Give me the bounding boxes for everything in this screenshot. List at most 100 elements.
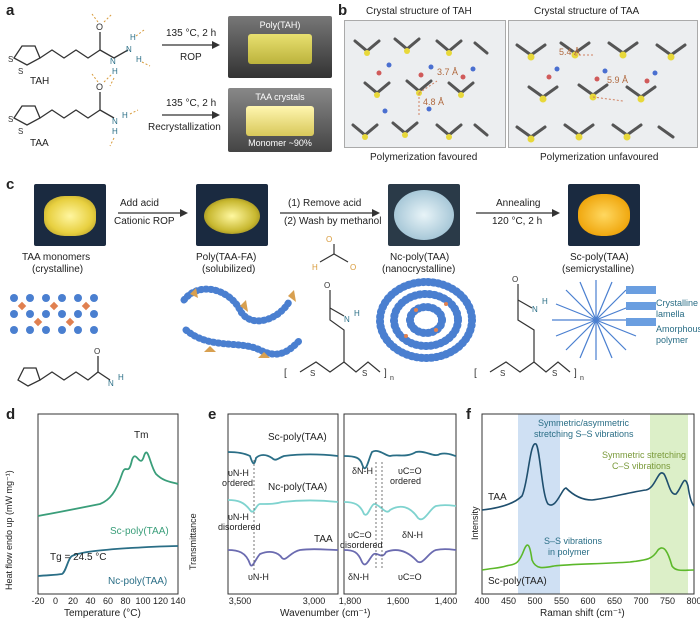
svg-text:H: H xyxy=(112,127,118,136)
dsc-series2: Nc-poly(TAA) xyxy=(108,576,168,587)
polymer-backbone-2 xyxy=(489,284,571,373)
item4-line2: (semicrystalline) xyxy=(562,264,635,275)
svg-text:]: ] xyxy=(574,368,577,379)
ann5: υC=O xyxy=(398,466,422,476)
panel-f-label: f xyxy=(466,406,471,423)
panel-a-label: a xyxy=(6,2,15,19)
dsc-ylabel-wrap: Heat flow endo up (mW mg⁻¹) xyxy=(4,430,20,590)
crystal-title-left: Crystal structure of TAH xyxy=(366,6,472,17)
ann3: υN-H xyxy=(248,572,269,582)
panel-c-label: c xyxy=(6,176,15,193)
caption-right: Polymerization unfavoured xyxy=(540,152,659,163)
sc-poly-sample xyxy=(578,194,630,236)
nc-poly-sample xyxy=(394,190,454,240)
step2-top: (1) Remove acid xyxy=(288,198,362,209)
ftir-ylabel: Transmittance xyxy=(188,513,198,570)
svg-text:O: O xyxy=(326,235,332,244)
raman-xtick: 650 xyxy=(606,596,623,606)
raman-xtick: 750 xyxy=(659,596,676,606)
svg-text:H: H xyxy=(112,67,118,76)
crystal-tah-image: 3.7 Å 4.8 Å xyxy=(344,20,506,148)
ann5b: ordered xyxy=(390,476,422,486)
solubilized-chains xyxy=(180,285,304,358)
ann2: υN-H xyxy=(228,512,249,522)
raman-xtick: 450 xyxy=(500,596,517,606)
svg-text:S: S xyxy=(8,115,13,124)
arrow2-top: 135 °C, 2 h xyxy=(166,98,217,109)
panel-d-label: d xyxy=(6,406,16,423)
poly-taa-fa-photo xyxy=(196,184,268,246)
dsc-xtick: 100 xyxy=(135,596,151,606)
item3-line2: (nanocrystalline) xyxy=(382,264,456,275)
item1-line1: TAA monomers xyxy=(22,252,91,263)
dsc-ylabel: Heat flow endo up (mW mg⁻¹) xyxy=(4,470,14,590)
tg-label: Tg = 24.5 °C xyxy=(50,552,107,563)
svg-text:O: O xyxy=(512,275,518,284)
lamella-blocks xyxy=(626,286,656,326)
raman-xtick: 600 xyxy=(580,596,596,606)
dsc-xtick: 60 xyxy=(102,596,113,606)
svg-text:H: H xyxy=(354,309,360,318)
svg-text:O: O xyxy=(96,82,103,92)
step3-top: Annealing xyxy=(496,198,541,209)
taa-crystals-sample xyxy=(246,106,314,136)
sc-poly-dsc-curve xyxy=(37,451,179,517)
ftir-ylabel-wrap: Transmittance xyxy=(188,430,204,580)
svg-text:H: H xyxy=(136,55,142,64)
svg-text:O: O xyxy=(94,347,100,356)
svg-text:S: S xyxy=(18,67,23,76)
crystal-tah-lattice xyxy=(351,37,489,140)
svg-text:O: O xyxy=(324,281,330,290)
svg-text:H: H xyxy=(130,33,136,42)
ann1b: ordered xyxy=(222,478,254,488)
taa-monomer-sample xyxy=(44,196,96,236)
panel-a-structures: S S O N N H H H S S O N H H xyxy=(8,13,220,147)
raman-frame xyxy=(481,413,695,595)
ftir-series1: Sc-poly(TAA) xyxy=(268,432,327,443)
amorphous-label2: polymer xyxy=(656,335,689,345)
step3-bottom: 120 °C, 2 h xyxy=(492,216,543,227)
svg-text:H: H xyxy=(542,297,548,306)
poly-taa-fa-sample xyxy=(204,198,260,234)
svg-text:S: S xyxy=(552,369,557,378)
raman-xtick: 400 xyxy=(474,596,490,606)
raman-ylabel: Intensity xyxy=(470,506,480,540)
dsc-xtick: -20 xyxy=(31,596,45,606)
dsc-xtick: 40 xyxy=(85,596,96,606)
step1-top: Add acid xyxy=(120,198,159,209)
dsc-xtick: 120 xyxy=(152,596,169,606)
ann6: υC=O xyxy=(348,530,372,540)
raman-ylabel-wrap: Intensity xyxy=(470,430,486,580)
spherulite xyxy=(552,280,640,360)
dist-left2: 4.8 Å xyxy=(423,97,445,107)
svg-text:S: S xyxy=(18,127,23,136)
caption-left: Polymerization favoured xyxy=(370,152,478,163)
taa-ftir-right xyxy=(343,548,457,566)
ann1: υN-H xyxy=(228,468,249,478)
raman-xlabel: Raman shift (cm⁻¹) xyxy=(540,608,625,619)
band1-line1: Symmetric/asymmetric xyxy=(538,418,630,428)
dsc-xtick: 0 xyxy=(52,596,58,606)
item2-line2: (solubilized) xyxy=(202,264,256,275)
band2-line1: Symmetric stretching xyxy=(602,450,687,460)
svg-text:S: S xyxy=(310,369,315,378)
polymer-backbone-1 xyxy=(299,244,381,373)
tm-label: Tm xyxy=(134,430,149,441)
ftir-xtick-right: 1,800 xyxy=(338,596,362,606)
raman-xtick: 700 xyxy=(633,596,649,606)
item4-line1: Sc-poly(TAA) xyxy=(570,252,629,263)
svg-text:O: O xyxy=(96,22,103,32)
crystal-taa-image: 5.4 Å 5.9 Å xyxy=(508,20,698,148)
dsc-xtick: 80 xyxy=(120,596,131,606)
svg-text:S: S xyxy=(500,369,505,378)
taa-molecule-c xyxy=(17,356,111,387)
photo1-text: Poly(TAH) xyxy=(259,20,301,30)
ftir-frame-left xyxy=(227,413,339,595)
tah-label: TAH xyxy=(30,76,50,87)
svg-text:H: H xyxy=(122,111,128,120)
ann-ss1: S–S vibrations xyxy=(544,536,603,546)
ann-ss2: in polymer xyxy=(548,547,590,557)
lamella-label2: lamella xyxy=(656,309,685,319)
raman-xtick: 800 xyxy=(686,596,700,606)
ftir-xtick-right: 1,400 xyxy=(434,596,458,606)
